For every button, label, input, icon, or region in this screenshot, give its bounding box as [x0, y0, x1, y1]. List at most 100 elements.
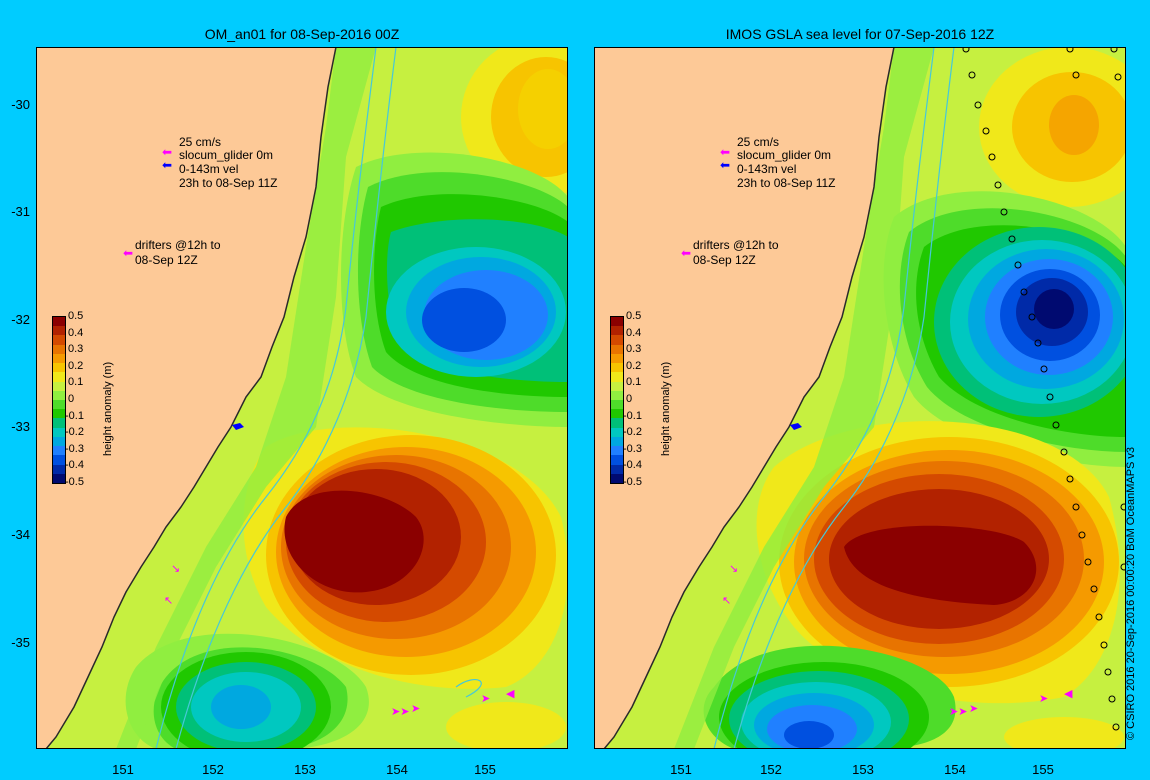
right-map-panel: ↘ ↖ ➤➤ ➤ ➤ ◀	[594, 47, 1126, 749]
colorbar-swatch	[611, 455, 623, 465]
warm-eddy-north	[979, 47, 1126, 207]
vel-scale-arrow: ⬅	[162, 145, 173, 159]
colorbar-swatch	[53, 399, 65, 410]
colorbar-tick-label: 0.2	[68, 359, 84, 372]
drifters-label: drifters @12h to	[135, 238, 221, 252]
drifter-arrow: ⬅	[681, 246, 692, 260]
drifters-label: 08-Sep 12Z	[693, 253, 756, 267]
colorbar-swatch	[611, 317, 623, 327]
time-range-label: 23h to 08-Sep 11Z	[737, 176, 836, 190]
warm-eddy-south	[779, 437, 1119, 687]
drifter-arrows: ↘ ↖ ➤➤ ➤ ➤ ◀	[722, 563, 1073, 718]
yellow-patch-se	[446, 702, 566, 749]
x-tick-label: 155	[1032, 762, 1054, 777]
left-panel-title: OM_an01 for 08-Sep-2016 00Z	[204, 26, 400, 42]
cold-eddy	[883, 191, 1126, 467]
colorbar-swatch	[53, 353, 65, 364]
svg-text:↘: ↘	[171, 563, 180, 575]
colorbar-swatch	[53, 326, 65, 336]
glider-label: slocum_glider 0m	[737, 148, 832, 162]
x-tick-label: 152	[202, 762, 224, 777]
colorbar-tick-label: -0.1	[65, 409, 84, 422]
cold-eddy-south	[703, 645, 956, 749]
colorbar-swatch	[53, 418, 65, 428]
colorbar-label: height anomaly (m)	[660, 361, 672, 456]
svg-text:↖: ↖	[722, 595, 731, 607]
glider-track	[790, 423, 802, 430]
colorbar-tick-label: -0.2	[65, 426, 84, 439]
colorbar-swatch	[611, 446, 623, 456]
colorbar-tick-label: 0	[626, 393, 633, 405]
glider-label: slocum_glider 0m	[179, 148, 274, 162]
colorbar-tick-label: 0.4	[626, 326, 642, 339]
colorbar-tick-label: -0.4	[65, 459, 84, 472]
x-tick-label: 154	[944, 762, 966, 777]
colorbar-tick-label: -0.4	[623, 459, 642, 472]
x-tick-label: 151	[670, 762, 692, 777]
colorbar-tick-label: 0.1	[68, 376, 84, 389]
colorbar-tick-label: 0	[68, 393, 75, 405]
warm-eddy-south	[266, 435, 556, 675]
svg-text:◀: ◀	[506, 688, 515, 700]
colorbar-swatch	[611, 381, 623, 391]
colorbar-swatch	[53, 427, 65, 437]
colorbar-swatch	[611, 353, 623, 364]
colorbar-tick-label: -0.5	[65, 476, 84, 488]
svg-text:➤➤: ➤➤	[391, 706, 409, 718]
colorbar-swatch	[611, 335, 623, 345]
colorbar-swatch	[611, 344, 623, 354]
y-tick-label: -34	[11, 527, 30, 542]
colorbar-label: height anomaly (m)	[102, 361, 114, 456]
land-mass	[594, 47, 895, 749]
colorbar-swatch	[611, 473, 623, 483]
left-map-svg: ↘ ↖ ➤➤ ➤ ➤ ◀	[36, 47, 568, 749]
colorbar-swatch	[53, 436, 65, 447]
colorbar-tick-label: -0.3	[623, 442, 642, 455]
x-tick-label: 153	[852, 762, 874, 777]
colorbar-swatch	[53, 390, 65, 400]
y-tick-label: -33	[11, 419, 30, 434]
svg-text:↘: ↘	[729, 563, 738, 575]
svg-text:↖: ↖	[164, 595, 173, 607]
drifters-label: drifters @12h to	[693, 238, 779, 252]
colorbar-swatch	[611, 409, 623, 419]
shelf-water	[116, 47, 376, 749]
cold-eddy-south	[125, 633, 369, 749]
colorbar-tick-label: 0.3	[68, 343, 84, 356]
right-panel-title: IMOS GSLA sea level for 07-Sep-2016 12Z	[725, 26, 995, 42]
y-tick-label: -31	[11, 204, 30, 219]
colorbar-swatches	[52, 316, 66, 484]
copyright-text: © CSIRO 2016 20-Sep-2016 00:00:20 BoM Oc…	[1125, 446, 1137, 740]
colorbar-swatch	[53, 344, 65, 354]
glider-track	[232, 423, 244, 430]
isobath-line	[455, 678, 482, 698]
y-tick-label: -32	[11, 312, 30, 327]
svg-text:◀: ◀	[1064, 688, 1073, 700]
colorbar-tick-label: -0.5	[623, 476, 642, 488]
time-range-label: 23h to 08-Sep 11Z	[179, 176, 278, 190]
svg-text:➤: ➤	[481, 693, 490, 705]
colorbar-swatch	[611, 418, 623, 428]
drifter-arrows: ↘ ↖ ➤➤ ➤ ➤ ◀	[164, 563, 515, 718]
colorbar-swatch	[53, 381, 65, 391]
colorbar-tick-label: 0.4	[68, 326, 84, 339]
colorbar-tick-label: 0.1	[626, 376, 642, 389]
land-mass	[36, 47, 337, 749]
vel-mean-arrow: ⬅	[720, 158, 731, 172]
colorbar-swatch	[611, 464, 623, 474]
isobath-line	[713, 47, 935, 749]
colorbar-tick-label: 0.2	[626, 359, 642, 372]
colorbar-tick-label: -0.3	[65, 442, 84, 455]
y-tick-label: -35	[11, 635, 30, 650]
x-tick-label: 153	[294, 762, 316, 777]
colorbar-swatches	[610, 316, 624, 484]
isobath-line	[733, 47, 955, 749]
vel-depth-label: 0-143m vel	[737, 162, 797, 176]
colorbar-swatch	[53, 363, 65, 373]
colorbar-swatch	[611, 363, 623, 373]
colorbar-swatch	[611, 372, 623, 382]
svg-text:➤: ➤	[969, 703, 978, 715]
colorbar-swatch	[53, 455, 65, 465]
drifter-arrow: ⬅	[123, 246, 134, 260]
y-tick-label: -30	[11, 97, 30, 112]
